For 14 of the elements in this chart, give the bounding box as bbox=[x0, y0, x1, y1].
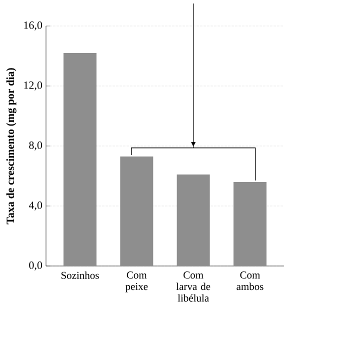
y-tick-label: 8,0 bbox=[29, 142, 42, 150]
bar bbox=[234, 182, 267, 266]
bar bbox=[176, 174, 210, 266]
bar bbox=[64, 52, 96, 266]
y-tick-label: 4,0 bbox=[28, 202, 42, 211]
y-tick-label: 0,0 bbox=[29, 262, 42, 271]
x-tick-label: Com peixe bbox=[125, 272, 148, 292]
y-tick-label: 12,0 bbox=[24, 81, 42, 90]
y-tick-label: 16,0 bbox=[24, 21, 42, 30]
x-tick-label: Com ambos bbox=[236, 272, 264, 290]
bar bbox=[120, 156, 154, 266]
y-axis-title: Taxa de crescimento (mg por dia) bbox=[6, 68, 16, 224]
x-tick-label: Sozinhos bbox=[61, 272, 99, 279]
x-tick-label: Com larva de libélula bbox=[176, 272, 210, 302]
